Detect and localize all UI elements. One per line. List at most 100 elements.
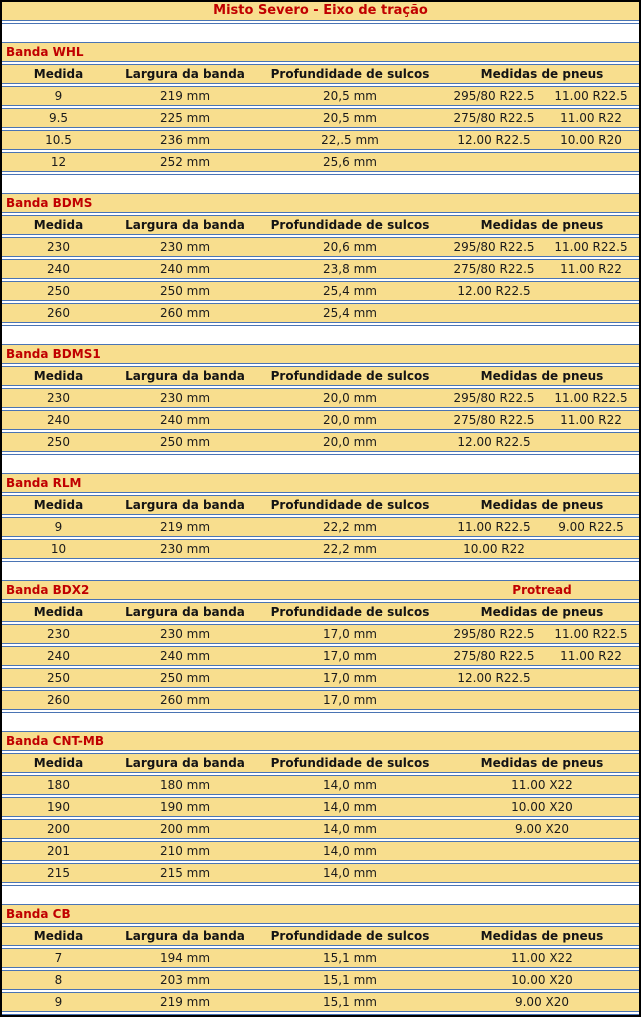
divider xyxy=(2,665,639,669)
divider xyxy=(2,599,639,603)
divider xyxy=(2,492,639,496)
divider xyxy=(2,816,639,820)
cell-pneus-2: 9.00 R22.5 xyxy=(558,520,624,534)
table-row: 180 180 mm 14,0 mm 11.00 X22 xyxy=(2,776,639,794)
column-header-pneus: Medidas de pneus xyxy=(480,67,604,81)
column-header-medida: Medida xyxy=(33,929,84,943)
cell-medida: 12 xyxy=(50,155,67,169)
divider xyxy=(2,451,639,455)
cell-medida: 215 xyxy=(47,866,70,880)
cell-profundidade: 15,1 mm xyxy=(323,995,377,1009)
divider xyxy=(2,473,639,474)
cell-medida: 10 xyxy=(50,542,67,556)
cell-medida: 260 xyxy=(47,693,70,707)
cell-largura: 250 mm xyxy=(159,671,211,685)
band-header-row: Banda CB xyxy=(2,905,639,923)
divider xyxy=(2,643,639,647)
cell-profundidade: 17,0 mm xyxy=(323,693,377,707)
cell-pneus: 10.00 X20 xyxy=(511,973,573,987)
cell-pneus-1: 12.00 R22.5 xyxy=(457,671,531,685)
column-header-profundidade: Profundidade de sulcos xyxy=(270,605,430,619)
column-header-pneus: Medidas de pneus xyxy=(480,756,604,770)
cell-pneus-2: 11.00 R22.5 xyxy=(554,391,628,405)
divider xyxy=(2,363,639,367)
table-row: 190 190 mm 14,0 mm 10.00 X20 xyxy=(2,798,639,816)
cell-largura: 230 mm xyxy=(159,240,211,254)
table-row: 12 252 mm 25,6 mm xyxy=(2,153,639,171)
divider xyxy=(2,750,639,754)
cell-medida: 240 xyxy=(47,649,70,663)
cell-medida: 9 xyxy=(54,520,63,534)
cell-largura: 210 mm xyxy=(159,844,211,858)
band-header-row: Banda CNT-MB xyxy=(2,732,639,750)
divider xyxy=(2,860,639,864)
divider xyxy=(2,193,639,194)
cell-profundidade: 22,2 mm xyxy=(323,542,377,556)
cell-profundidade: 15,1 mm xyxy=(323,951,377,965)
table-row: 7 194 mm 15,1 mm 11.00 X22 xyxy=(2,949,639,967)
column-header-row: Medida Largura da banda Profundidade de su… xyxy=(2,754,639,772)
table-row: 240 240 mm 23,8 mm 275/80 R22.5 11.00 R22 xyxy=(2,260,639,278)
cell-pneus-1: 12.00 R22.5 xyxy=(457,133,531,147)
cell-pneus-1: 275/80 R22.5 xyxy=(453,413,535,427)
cell-pneus-1: 12.00 R22.5 xyxy=(457,435,531,449)
cell-medida: 201 xyxy=(47,844,70,858)
divider xyxy=(2,514,639,518)
column-header-row: Medida Largura da banda Profundidade de su… xyxy=(2,927,639,945)
section-spacer xyxy=(2,326,639,344)
column-header-pneus: Medidas de pneus xyxy=(480,498,604,512)
column-header-largura: Largura da banda xyxy=(125,218,245,232)
column-header-largura: Largura da banda xyxy=(125,67,245,81)
table-row: 230 230 mm 20,0 mm 295/80 R22.5 11.00 R22.5 xyxy=(2,389,639,407)
cell-pneus-2: 11.00 R22 xyxy=(560,262,622,276)
cell-pneus: 11.00 X22 xyxy=(511,951,573,965)
column-header-row: Medida Largura da banda Profundidade de su… xyxy=(2,496,639,514)
divider xyxy=(2,709,639,713)
cell-largura: 219 mm xyxy=(159,520,211,534)
cell-profundidade: 25,4 mm xyxy=(323,306,377,320)
cell-largura: 250 mm xyxy=(159,435,211,449)
cell-pneus-1: 295/80 R22.5 xyxy=(453,627,535,641)
column-header-profundidade: Profundidade de sulcos xyxy=(270,67,430,81)
cell-pneus-2: 11.00 R22 xyxy=(560,649,622,663)
cell-profundidade: 25,6 mm xyxy=(323,155,377,169)
cell-profundidade: 20,5 mm xyxy=(323,111,377,125)
divider xyxy=(2,967,639,971)
cell-pneus-1: 275/80 R22.5 xyxy=(453,649,535,663)
divider xyxy=(2,772,639,776)
cell-profundidade: 22,2 mm xyxy=(323,520,377,534)
band-header-row: Banda WHL xyxy=(2,43,639,61)
band-header-row: Banda RLM xyxy=(2,474,639,492)
table-row: 240 240 mm 20,0 mm 275/80 R22.5 11.00 R22 xyxy=(2,411,639,429)
cell-largura: 200 mm xyxy=(159,822,211,836)
cell-profundidade: 17,0 mm xyxy=(323,649,377,663)
cell-largura: 215 mm xyxy=(159,866,211,880)
cell-medida: 230 xyxy=(47,391,70,405)
cell-profundidade: 23,8 mm xyxy=(323,262,377,276)
table-row: 215 215 mm 14,0 mm xyxy=(2,864,639,882)
divider xyxy=(2,580,639,581)
cell-largura: 194 mm xyxy=(159,951,211,965)
column-header-pneus: Medidas de pneus xyxy=(480,929,604,943)
cell-profundidade: 20,0 mm xyxy=(323,413,377,427)
divider xyxy=(2,385,639,389)
cell-medida: 250 xyxy=(47,671,70,685)
divider xyxy=(2,83,639,87)
cell-pneus-1: 295/80 R22.5 xyxy=(453,240,535,254)
cell-profundidade: 20,5 mm xyxy=(323,89,377,103)
band-name: Banda WHL xyxy=(6,45,84,59)
column-header-row: Medida Largura da banda Profundidade de su… xyxy=(2,603,639,621)
cell-largura: 190 mm xyxy=(159,800,211,814)
cell-medida: 250 xyxy=(47,284,70,298)
cell-largura: 219 mm xyxy=(159,89,211,103)
divider xyxy=(2,838,639,842)
column-header-medida: Medida xyxy=(33,605,84,619)
cell-medida: 230 xyxy=(47,240,70,254)
divider xyxy=(2,20,639,24)
cell-largura: 236 mm xyxy=(159,133,211,147)
table-row: 230 230 mm 20,6 mm 295/80 R22.5 11.00 R22.5 xyxy=(2,238,639,256)
section-spacer xyxy=(2,886,639,904)
cell-pneus-2: 11.00 R22 xyxy=(560,111,622,125)
cell-largura: 225 mm xyxy=(159,111,211,125)
cell-profundidade: 17,0 mm xyxy=(323,627,377,641)
